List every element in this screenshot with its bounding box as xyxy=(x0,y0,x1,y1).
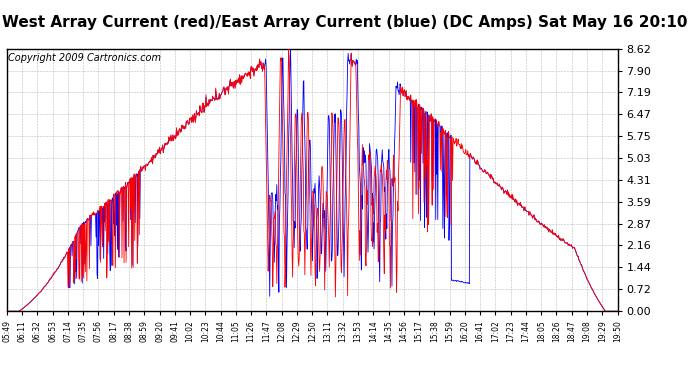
Text: West Array Current (red)/East Array Current (blue) (DC Amps) Sat May 16 20:10: West Array Current (red)/East Array Curr… xyxy=(2,15,688,30)
Text: Copyright 2009 Cartronics.com: Copyright 2009 Cartronics.com xyxy=(8,53,161,63)
